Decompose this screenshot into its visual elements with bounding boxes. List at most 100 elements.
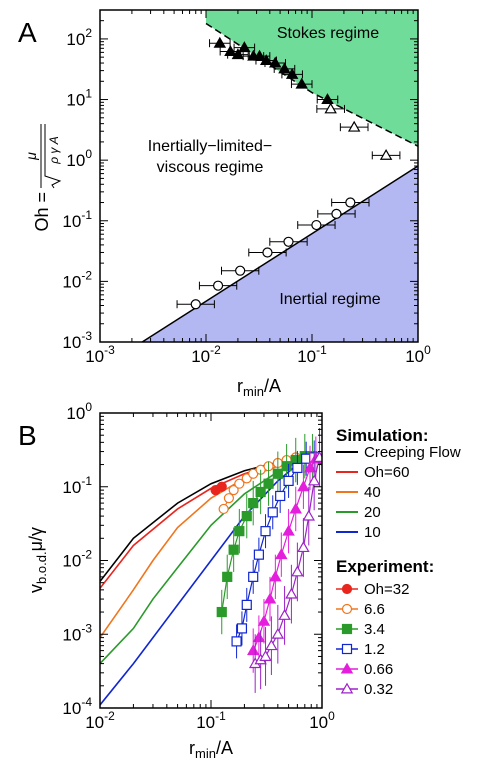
data-point [231, 636, 242, 647]
legend-exp-marker [341, 583, 353, 595]
legend-exp-marker [341, 623, 353, 635]
y-tick-label: 102 [66, 26, 92, 49]
data-point [190, 299, 201, 310]
data-point [235, 265, 246, 276]
panel-b-legend: Simulation: Experiment: Creeping Flow Oh=… [336, 426, 461, 698]
data-point [222, 571, 233, 582]
legend-exp-label: 3.4 [364, 621, 385, 638]
tick-base: 10 [66, 151, 85, 170]
data-point [253, 549, 264, 560]
y-tick-label: 10-1 [62, 208, 92, 231]
data-point [248, 571, 259, 582]
panel-a-frame [99, 9, 419, 343]
tick-base: 10 [85, 347, 104, 366]
data-point [218, 503, 229, 515]
data-point [236, 623, 248, 634]
panel-a-xlabel: rmin/A [237, 376, 281, 399]
ylabel-v: v [26, 584, 46, 593]
data-point [252, 631, 266, 643]
xlabel-r: r [189, 738, 195, 758]
xlabel-tail: /A [216, 738, 233, 758]
panel-b-data [100, 428, 322, 706]
tick-exponent: -2 [81, 548, 92, 562]
tick-exponent: -2 [210, 343, 221, 357]
legend-sim-label: Creeping Flow [364, 444, 461, 461]
data-point [257, 614, 271, 626]
tick-exponent: -1 [81, 474, 92, 488]
x-tick-label: 100 [405, 343, 431, 366]
tick-exponent: -3 [81, 329, 92, 343]
legend-exp-label: Oh=32 [364, 581, 409, 598]
data-point [282, 524, 295, 536]
xlabel-sub: min [243, 384, 264, 399]
tick-exponent: 0 [85, 147, 92, 161]
data-point [259, 54, 273, 66]
inertial-regime-label: Inertial regime [279, 291, 380, 308]
tick-base: 10 [309, 713, 328, 732]
data-point [262, 247, 273, 258]
y-tick-label: 10-1 [62, 474, 92, 497]
ylabel-tail: μ/γ [26, 527, 46, 551]
panel-label-b: B [18, 420, 37, 451]
tick-exponent: -1 [215, 709, 226, 723]
tick-base: 10 [62, 478, 81, 497]
data-point [248, 498, 259, 509]
legend-sim-label: 40 [364, 484, 381, 501]
legend-exp-label: 6.6 [364, 601, 385, 618]
tick-exponent: -3 [81, 621, 92, 635]
data-point [231, 48, 245, 60]
panel-label-a: A [18, 17, 37, 48]
data-point [291, 565, 304, 577]
data-point [234, 526, 245, 537]
tick-exponent: 0 [328, 709, 335, 723]
legend-sim-label: 10 [364, 524, 381, 541]
data-point [241, 510, 252, 522]
ylabel-prefix: Oh = [32, 192, 52, 232]
data-point [241, 599, 252, 611]
x-tick-label: 10-3 [85, 343, 115, 366]
legend-exp-marker [341, 643, 353, 655]
data-point [283, 475, 294, 487]
ylabel-numerator: μ [23, 152, 39, 161]
panel-b-xlabel: rmin/A [189, 738, 233, 759]
data-point [297, 480, 310, 492]
data-point [297, 541, 310, 553]
data-point [238, 41, 251, 53]
data-point [212, 280, 224, 291]
y-tick-label: 10-3 [62, 621, 92, 644]
data-point [289, 502, 302, 514]
data-point [347, 120, 361, 132]
data-point [272, 468, 283, 479]
ilv-regime-label-line2: viscous regime [157, 159, 264, 176]
tick-base: 10 [62, 272, 81, 291]
data-point [283, 236, 294, 247]
y-tick-label: 10-4 [62, 695, 92, 718]
tick-exponent: -2 [81, 268, 92, 282]
tick-exponent: 0 [424, 343, 431, 357]
data-point [303, 461, 317, 473]
x-tick-label: 10-1 [297, 343, 327, 366]
data-point [331, 208, 342, 219]
legend-exp-title: Experiment: [336, 557, 434, 576]
data-point [307, 474, 321, 486]
inertial-boundary-line [141, 165, 418, 342]
tick-exponent: -1 [81, 208, 92, 222]
legend-sim-label: 20 [364, 504, 381, 521]
data-point [228, 544, 239, 555]
data-point [234, 478, 245, 489]
regime-regions [141, 10, 418, 342]
data-point [285, 67, 299, 79]
y-tick-label: 100 [66, 147, 92, 170]
data-point [255, 486, 266, 498]
ylabel-sqrt-sign [44, 124, 62, 189]
tick-exponent: -1 [316, 343, 327, 357]
data-point [216, 481, 227, 492]
legend-exp-label: 0.66 [364, 661, 393, 678]
xlabel-tail: /A [264, 376, 281, 396]
stokes-regime-label: Stokes regime [277, 25, 379, 42]
tick-base: 10 [191, 347, 210, 366]
